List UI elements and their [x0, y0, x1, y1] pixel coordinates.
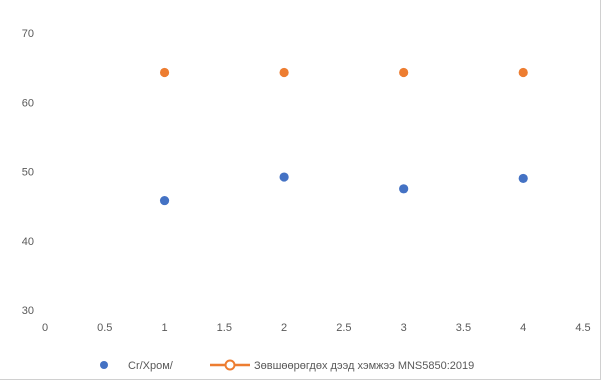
x-axis-ticks: 0 0.5 1 1.5 2 2.5 3 3.5 4 4.5 [42, 322, 591, 334]
y-tick-label: 70 [22, 28, 34, 40]
data-point [399, 67, 409, 78]
data-point [518, 173, 528, 184]
x-tick-label: 4.5 [575, 322, 590, 334]
series-1 [159, 67, 528, 78]
x-tick-label: 0 [42, 322, 48, 334]
series-0 [159, 172, 528, 206]
y-tick-label: 30 [22, 305, 34, 317]
x-tick-label: 2 [281, 322, 287, 334]
data-point [518, 67, 528, 78]
data-point [399, 184, 409, 194]
legend-marker [224, 359, 236, 371]
x-tick-label: 2.5 [336, 322, 351, 334]
data-point [159, 67, 170, 78]
y-tick-label: 60 [22, 97, 34, 109]
legend: Cr/Хром/Зөвшөөрөгдөх дээд хэмжээ MNS5850… [100, 359, 474, 372]
x-tick-label: 3 [401, 322, 407, 334]
y-tick-label: 50 [22, 167, 34, 179]
series-layer [159, 67, 528, 206]
data-point [279, 172, 289, 182]
x-tick-label: 1.5 [217, 322, 232, 334]
legend-marker [100, 361, 108, 369]
y-axis-ticks: 30 40 50 60 70 [22, 28, 34, 317]
x-tick-label: 0.5 [97, 322, 112, 334]
legend-label: Cr/Хром/ [128, 360, 174, 372]
y-tick-label: 40 [22, 236, 34, 248]
x-tick-label: 4 [520, 322, 526, 334]
data-point [159, 195, 170, 206]
legend-label: Зөвшөөрөгдөх дээд хэмжээ MNS5850:2019 [254, 360, 474, 372]
x-tick-label: 3.5 [456, 322, 471, 334]
data-point [279, 67, 289, 78]
x-tick-label: 1 [161, 322, 167, 334]
